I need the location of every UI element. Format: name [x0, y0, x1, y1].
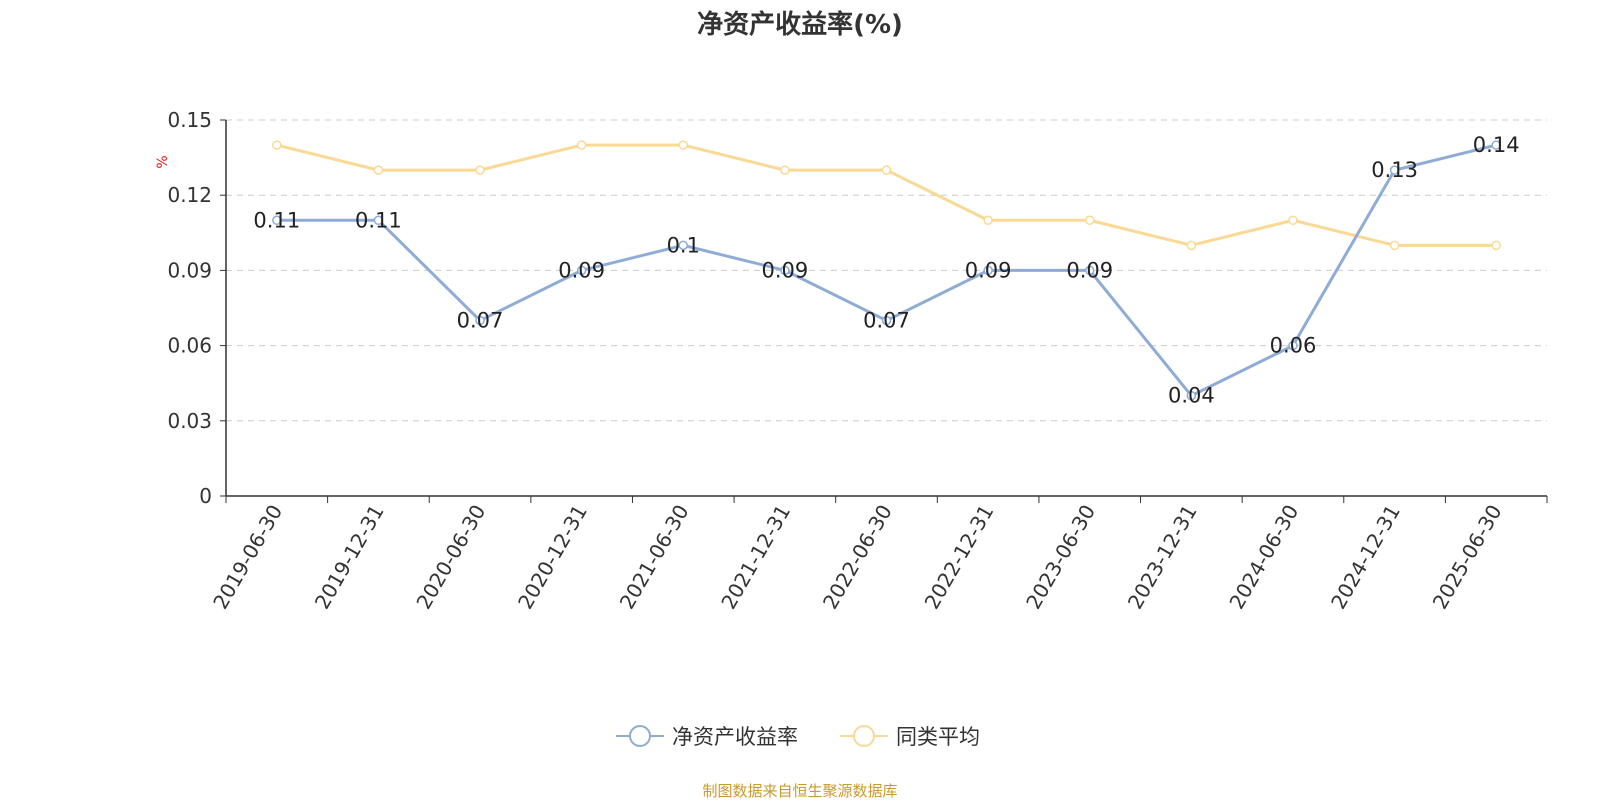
y-axis-label: %	[155, 155, 171, 168]
series-1-point	[576, 140, 587, 150]
x-tick-label: 2019-06-30	[208, 501, 287, 614]
data-label: 0.06	[1270, 334, 1317, 358]
x-tick-label: 2022-12-31	[920, 501, 999, 614]
series-1-point	[780, 165, 790, 175]
series-0-point	[1288, 340, 1298, 351]
series-1-point	[272, 140, 282, 150]
x-tick-label: 2020-12-31	[513, 501, 592, 614]
data-label: 0.13	[1371, 158, 1418, 182]
series-1-point	[1288, 215, 1298, 226]
y-tick-label: 0.15	[167, 108, 212, 132]
series-1-point	[983, 215, 993, 226]
series-0-point	[576, 265, 587, 276]
x-tick-label: 2021-12-31	[716, 501, 795, 614]
data-label: 0.11	[253, 208, 300, 232]
series-0-point	[373, 215, 384, 226]
series-0-point	[1491, 140, 1501, 150]
series-0-point	[983, 265, 993, 276]
y-tick-label: 0.12	[167, 183, 212, 207]
series-1-point	[1491, 240, 1501, 251]
legend-label: 同类平均	[896, 725, 980, 749]
series-1-point	[475, 165, 485, 175]
series-0-point	[780, 265, 790, 276]
series-0-point	[1389, 165, 1400, 175]
x-tick-label: 2024-06-30	[1224, 501, 1303, 614]
series-0-point	[272, 215, 282, 226]
x-tick-label: 2021-06-30	[615, 501, 694, 614]
data-label: 0.09	[965, 258, 1012, 282]
data-label: 0.07	[863, 309, 910, 333]
chart-title: 净资产收益率(%)	[697, 10, 903, 40]
series-0-point	[1084, 265, 1095, 276]
series-1-point	[1084, 215, 1095, 226]
series-0-point	[678, 240, 689, 251]
data-label: 0.14	[1473, 133, 1520, 157]
series-0-point	[881, 315, 892, 326]
y-tick-label: 0.06	[167, 334, 212, 358]
data-label: 0.09	[1066, 258, 1113, 282]
data-label: 0.09	[558, 258, 605, 282]
series-1-point	[678, 140, 689, 150]
x-tick-label: 2022-06-30	[818, 501, 897, 614]
x-tick-label: 2025-06-30	[1428, 501, 1507, 614]
y-tick-label: 0.03	[167, 409, 212, 433]
x-tick-label: 2020-06-30	[411, 501, 490, 614]
legend-marker-circle	[629, 725, 651, 747]
data-label: 0.11	[355, 208, 402, 232]
series-1-point	[1186, 240, 1197, 251]
legend-marker-circle	[853, 725, 875, 747]
x-tick-label: 2023-12-31	[1123, 501, 1202, 614]
series-0-point	[475, 315, 485, 326]
data-label: 0.04	[1168, 384, 1215, 408]
data-label: 0.07	[457, 309, 504, 333]
source-note: 制图数据来自恒生聚源数据库	[702, 782, 898, 800]
series-1-point	[881, 165, 892, 175]
data-label: 0.09	[762, 258, 809, 282]
series-0-point	[1186, 390, 1197, 401]
data-label: 0.1	[667, 233, 700, 257]
series-1-point	[373, 165, 384, 175]
x-tick-label: 2019-12-31	[310, 501, 389, 614]
x-tick-label: 2024-12-31	[1326, 501, 1405, 614]
legend-label: 净资产收益率	[672, 725, 798, 749]
x-tick-label: 2023-06-30	[1021, 501, 1100, 614]
series-1-point	[1389, 240, 1400, 251]
y-tick-label: 0	[199, 484, 212, 508]
y-tick-label: 0.09	[167, 258, 212, 282]
